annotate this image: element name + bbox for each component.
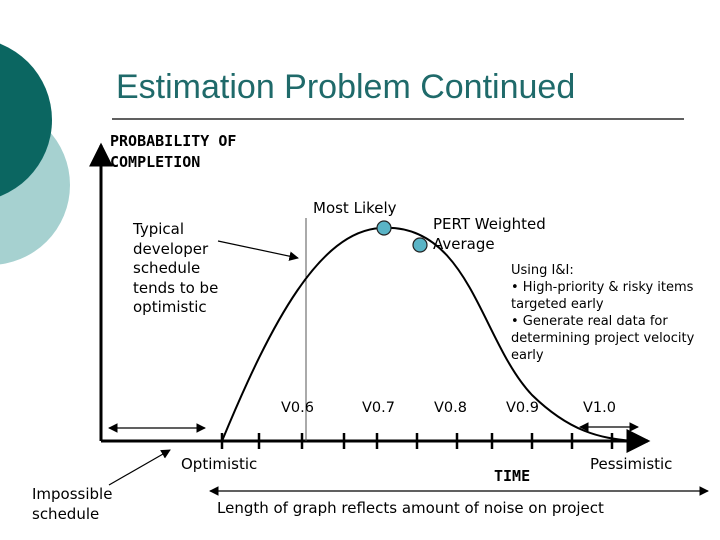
version-label: V0.9 [506, 400, 539, 416]
probability-curve [221, 226, 633, 442]
using-ii-note: Using I&I: • High-priority & risky items… [511, 263, 695, 363]
optimistic-label: Optimistic [181, 455, 258, 473]
most-likely-point [376, 220, 392, 236]
typical-schedule-arrow [217, 240, 299, 261]
typical-schedule-note: Typical developer schedule tends to be o… [133, 220, 219, 316]
impossible-schedule-arrow [108, 449, 171, 486]
version-label: V1.0 [583, 400, 616, 416]
version-label: V0.8 [434, 400, 467, 416]
noise-length-note: Length of graph reflects amount of noise… [217, 499, 604, 517]
version-label: V0.6 [281, 400, 314, 416]
x-axis-ticks [220, 433, 614, 449]
version-label: V0.7 [362, 400, 395, 416]
pert-weighted-label: PERT Weighted Average [433, 215, 546, 253]
impossible-schedule-label: Impossible schedule [32, 485, 113, 523]
most-likely-label: Most Likely [313, 199, 397, 217]
page-title: Estimation Problem Continued [116, 68, 576, 106]
pert-average-point [412, 237, 428, 253]
pessimistic-label: Pessimistic [590, 455, 673, 473]
decor-circle-dark [0, 43, 52, 197]
y-axis-label: PROBABILITY OF COMPLETION [110, 132, 237, 171]
x-axis-label: TIME [494, 467, 531, 485]
